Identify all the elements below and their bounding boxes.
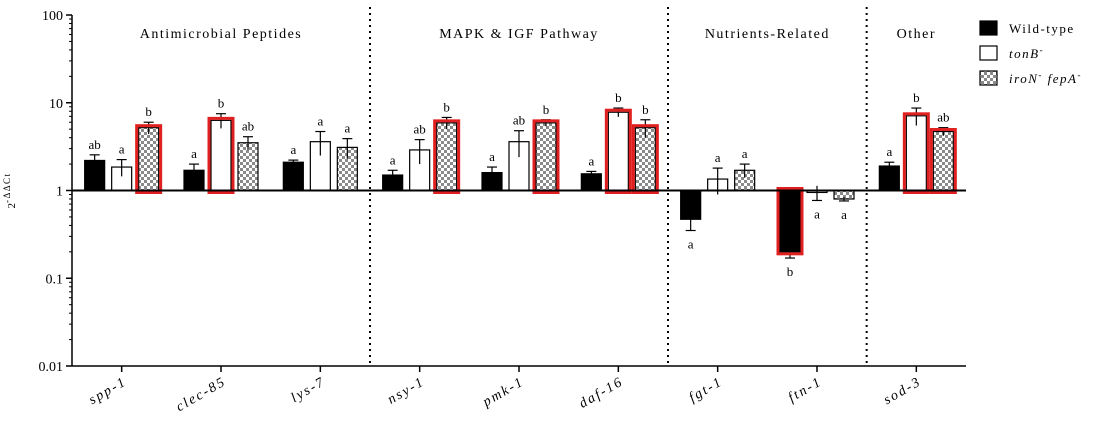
bar-pmk-1-s3 <box>535 122 557 192</box>
legend-swatch-s1 <box>979 20 998 36</box>
legend-label-s3: iroN- fepA- <box>1009 70 1082 86</box>
bar-lys-7-s1 <box>282 161 304 192</box>
legend: Wild-type tonB-iroN- fepA- <box>979 20 1082 86</box>
significance-label: ab <box>513 113 525 128</box>
significance-label: b <box>615 90 622 105</box>
significance-label: a <box>390 152 396 167</box>
significance-label: b <box>218 96 225 111</box>
bar-nsy-1-s3 <box>436 122 458 192</box>
group-title: MAPK & IGF Pathway <box>439 27 599 42</box>
significance-label: ab <box>937 110 949 125</box>
x-tick-label: pmk-1 <box>480 374 527 410</box>
significance-label: b <box>443 99 450 114</box>
significance-label: b <box>145 104 152 119</box>
legend-swatch-s3 <box>979 70 998 86</box>
significance-label: b <box>642 102 649 117</box>
significance-label: a <box>841 207 847 222</box>
y-axis-label: 2-ΔΔCt <box>2 172 18 208</box>
x-tick-label: clec-85 <box>174 374 229 415</box>
significance-label: a <box>119 142 125 157</box>
significance-label: a <box>588 153 594 168</box>
x-tick-label: fgt-1 <box>687 374 726 405</box>
highlight-box <box>631 124 659 194</box>
bar-daf-16-s2 <box>607 111 629 192</box>
highlight-box <box>135 124 163 194</box>
highlight-box <box>532 119 560 194</box>
highlight-box <box>929 128 957 194</box>
x-tick-label: daf-16 <box>577 374 627 411</box>
significance-label: a <box>814 206 820 221</box>
bar-sod-3-s3 <box>932 130 954 192</box>
significance-label: a <box>886 144 892 159</box>
highlight-box <box>902 112 930 194</box>
highlight-box <box>776 187 804 256</box>
y-tick-label: 1 <box>56 185 63 200</box>
significance-label: a <box>688 237 694 252</box>
group-title: Other <box>897 27 936 42</box>
highlight-box <box>604 108 632 194</box>
legend-swatch-s2 <box>979 45 998 61</box>
highlight-box <box>207 116 235 194</box>
significance-label: a <box>290 142 296 157</box>
significance-label: b <box>787 264 794 279</box>
y-tick-label: 10 <box>49 97 63 112</box>
x-tick-label: spp-1 <box>87 374 130 408</box>
x-tick-label: lys-7 <box>289 374 329 406</box>
legend-label-s1: Wild-type <box>1009 21 1075 36</box>
significance-label: a <box>715 150 721 165</box>
bar-clec-85-s2 <box>210 119 232 192</box>
significance-label: a <box>742 146 748 161</box>
group-title: Antimicrobial Peptides <box>140 27 302 42</box>
significance-label: a <box>317 114 323 129</box>
y-axis-label-exponent: -ΔΔCt <box>2 172 12 203</box>
bar-sod-3-s2 <box>905 115 927 192</box>
highlight-box <box>433 119 461 194</box>
y-tick-label: 0.1 <box>46 272 64 287</box>
y-tick-label: 0.01 <box>39 360 64 375</box>
x-tick-label: ftn-1 <box>786 374 825 405</box>
significance-label: a <box>489 149 495 164</box>
significance-label: a <box>191 146 197 161</box>
bar-ftn-1-s1 <box>779 189 801 253</box>
significance-label: ab <box>89 137 101 152</box>
significance-label: b <box>543 102 550 117</box>
y-axis-label-base: 2 <box>6 203 18 209</box>
y-tick-label: 100 <box>42 9 63 24</box>
legend-label-s2: tonB- <box>1009 45 1044 61</box>
group-title: Nutrients-Related <box>705 27 830 42</box>
bar-spp-1-s3 <box>138 127 160 192</box>
significance-label: b <box>913 90 920 105</box>
x-tick-label: nsy-1 <box>385 374 427 407</box>
significance-label: a <box>344 121 350 136</box>
significance-label: ab <box>242 119 254 134</box>
x-tick-label: sod-3 <box>881 374 924 408</box>
significance-label: ab <box>414 122 426 137</box>
